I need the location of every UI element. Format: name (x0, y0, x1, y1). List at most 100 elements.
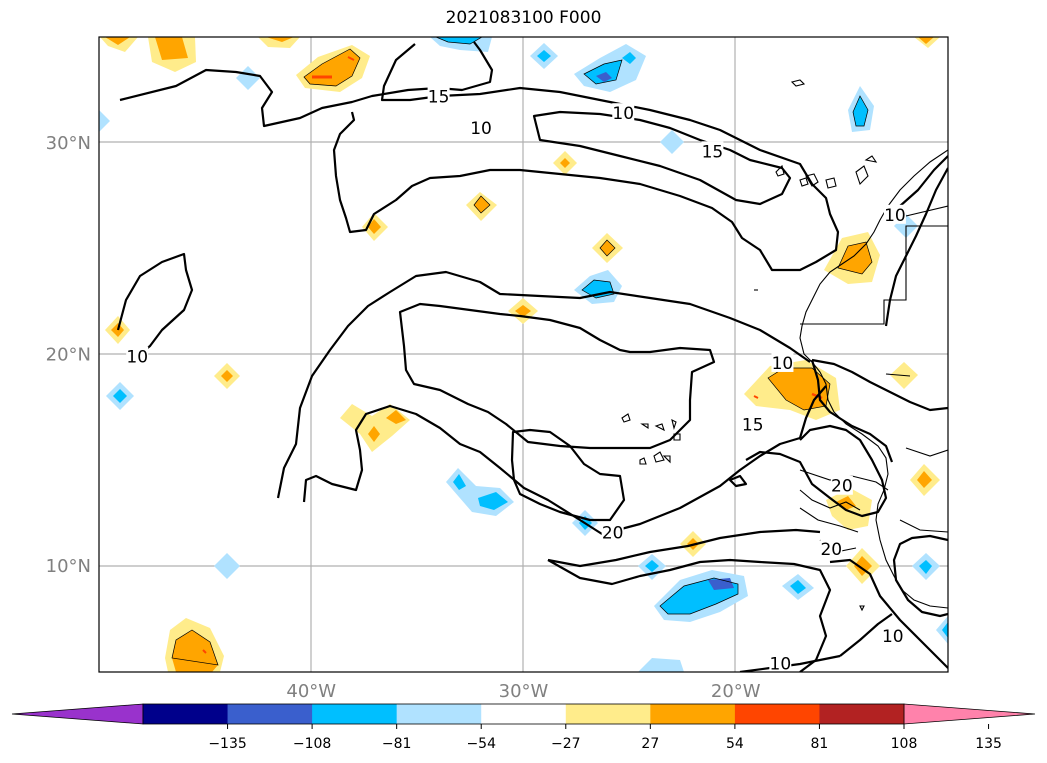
contour-label: 10 (772, 354, 794, 374)
negative-patch (574, 44, 646, 92)
lon-label: 30°W (499, 681, 549, 702)
positive-patch (100, 37, 138, 52)
coastlines (621, 79, 948, 612)
contour-label-bg (830, 475, 853, 495)
positive-patch (105, 316, 130, 344)
negative-patch (530, 43, 558, 69)
colorbar-cell (143, 704, 229, 724)
contour-label: 10 (612, 104, 634, 124)
colorbar-tick-label: −54 (466, 736, 496, 752)
island (805, 173, 819, 187)
africa-coastline (799, 149, 948, 609)
gridlines (99, 37, 948, 672)
contour-line (276, 270, 811, 499)
contour-label-bg (771, 352, 794, 372)
colorbar-cell (565, 704, 651, 724)
island (799, 177, 809, 187)
island (864, 155, 878, 163)
island (775, 164, 785, 177)
contour-label: 20 (831, 477, 853, 497)
colorbar-cell (819, 704, 905, 724)
contour-label: 20 (602, 523, 624, 543)
colorbar-frame (142, 703, 905, 725)
contour-line (116, 252, 194, 361)
contour-label: 10 (882, 627, 904, 647)
contour-line (811, 358, 948, 412)
negative-patch (782, 574, 814, 600)
island (790, 79, 806, 87)
lon-label: 40°W (286, 681, 336, 702)
contour-line (547, 558, 832, 672)
contour-line (398, 302, 716, 450)
contour-label-bg (881, 626, 904, 646)
contour-label: 10 (884, 206, 906, 226)
border-line (800, 225, 948, 325)
border-line (799, 489, 861, 511)
positive-patch (910, 464, 940, 496)
negative-patch (214, 553, 240, 579)
negative-patch (936, 616, 948, 644)
contour-line (332, 43, 840, 272)
island (855, 165, 869, 186)
colorbar-cell (312, 704, 398, 724)
negative-patch (912, 553, 940, 580)
contour-label-bg (427, 86, 450, 106)
positive-patch (296, 45, 370, 92)
island (654, 423, 665, 432)
colorbar-extend-high (903, 703, 1036, 725)
contour-label: 10 (770, 655, 792, 675)
island (673, 433, 681, 441)
colorbar-tick-label: −135 (208, 736, 246, 752)
contour-line (892, 534, 948, 618)
colorbar-cell (650, 704, 736, 724)
island (653, 451, 665, 463)
colorbar-cell (481, 704, 567, 724)
negative-patch (99, 110, 110, 132)
contour-label: 15 (742, 415, 764, 435)
positive-patch (553, 151, 577, 175)
island (639, 457, 647, 465)
contour-line (728, 474, 748, 488)
contour-line (745, 424, 888, 518)
negative-patch (446, 468, 514, 516)
contour-line (119, 41, 494, 128)
border-line (905, 447, 948, 457)
longitude-labels: 40°W 30°W 20°W (286, 681, 760, 702)
colorbar-cell (396, 704, 482, 724)
contour-line (302, 404, 801, 536)
border-line (905, 205, 948, 217)
positive-patch (914, 37, 940, 48)
contour-label-bg (883, 204, 906, 224)
positive-patch (826, 488, 872, 530)
contour-line (739, 654, 841, 672)
island (621, 413, 631, 423)
positive-patch (148, 37, 196, 72)
island (671, 418, 677, 430)
colorbar-cell (734, 704, 820, 724)
island (859, 605, 865, 612)
island (640, 423, 649, 430)
negative-patch (654, 570, 748, 622)
border-line (885, 373, 911, 377)
contour-label: 20 (820, 540, 842, 560)
contour-line (884, 167, 948, 327)
positive-patch (846, 548, 880, 584)
contour-label: 15 (428, 87, 450, 107)
colorbar-tick-label: −108 (293, 736, 331, 752)
contour-line (510, 428, 626, 522)
map-title: 2021083100 F000 (445, 8, 602, 28)
colorbar-tick-label: 81 (811, 736, 829, 752)
negative-patch (638, 554, 666, 580)
contour-label-bg (601, 522, 624, 542)
contour-label-bg (126, 346, 149, 366)
contour-label: 10 (126, 348, 148, 368)
lon-label: 20°W (711, 681, 761, 702)
colorbar-tick-label: 27 (641, 736, 659, 752)
contour-line (839, 613, 893, 657)
contour-label-bg (769, 653, 792, 672)
contour-label-bg (701, 141, 724, 161)
colorbar-extend-low (11, 703, 144, 725)
positive-patch (258, 37, 300, 48)
positive-patch (214, 363, 240, 389)
contour-line (829, 558, 948, 669)
